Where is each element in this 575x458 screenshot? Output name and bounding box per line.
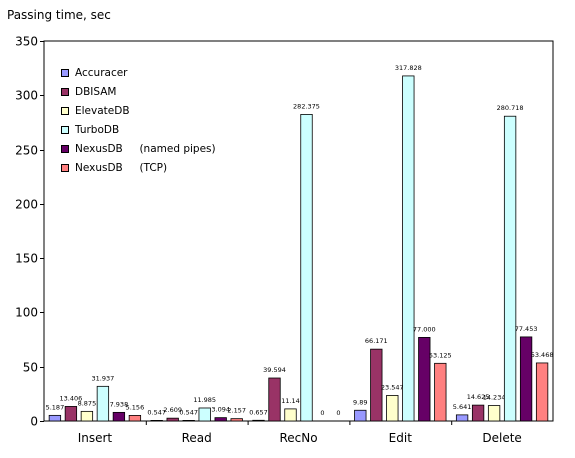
bar xyxy=(354,409,367,422)
data-label: 23.547 xyxy=(381,383,404,391)
data-label: 13.406 xyxy=(60,394,83,402)
data-label: 66.171 xyxy=(365,337,388,345)
y-tick-label: 250 xyxy=(15,144,38,158)
y-axis-title: Passing time, sec xyxy=(7,8,111,22)
bar xyxy=(48,414,62,422)
bar xyxy=(418,336,431,422)
bar xyxy=(434,362,447,422)
y-tick-label: 300 xyxy=(15,89,38,103)
bar xyxy=(268,377,281,422)
bar xyxy=(519,336,533,422)
data-label: 5.641 xyxy=(453,403,472,411)
data-label: 0.547 xyxy=(147,408,166,416)
legend-item: Accuracer xyxy=(61,63,216,82)
x-tick-label: Read xyxy=(182,431,212,445)
legend-item: DBISAM xyxy=(61,82,216,101)
legend-item: NexusDB (TCP) xyxy=(61,158,216,177)
data-label: 14.625 xyxy=(467,393,490,401)
data-label: 3.094 xyxy=(211,406,230,414)
y-tick-label: 50 xyxy=(23,361,38,375)
data-label: 0.657 xyxy=(249,408,268,416)
y-tick-label: 0 xyxy=(30,415,38,429)
x-tick-label: Insert xyxy=(78,431,113,445)
data-label: 31.937 xyxy=(92,374,115,382)
bar xyxy=(230,418,243,422)
data-label: 2.157 xyxy=(227,407,246,415)
bar xyxy=(402,75,415,422)
data-label: 14.234 xyxy=(483,394,506,402)
bar xyxy=(96,385,110,422)
data-label: 11.985 xyxy=(193,396,216,404)
bar xyxy=(80,410,94,422)
y-tick-label: 100 xyxy=(15,306,38,320)
data-label: 9.89 xyxy=(353,398,367,406)
bar xyxy=(471,404,485,422)
bar xyxy=(166,417,179,422)
bar xyxy=(182,420,195,422)
legend-label: NexusDB (named pipes) xyxy=(75,142,216,155)
data-label: 2.609 xyxy=(163,406,182,414)
bar xyxy=(370,348,383,422)
legend-label: DBISAM xyxy=(75,85,117,98)
bar xyxy=(214,417,227,422)
bar xyxy=(535,362,549,422)
data-label: 7.938 xyxy=(110,400,129,408)
data-label: 53.468 xyxy=(531,351,554,359)
data-label: 0 xyxy=(320,409,324,417)
legend-swatch xyxy=(61,68,69,77)
data-label: 11.14 xyxy=(281,397,300,405)
data-label: 77.453 xyxy=(515,325,538,333)
legend-label: TurboDB xyxy=(75,123,120,136)
data-label: 5.187 xyxy=(46,403,65,411)
data-label: 280.718 xyxy=(497,104,524,112)
bar xyxy=(64,406,78,422)
bar xyxy=(455,414,469,422)
bar xyxy=(150,420,163,422)
x-tick-label: Edit xyxy=(389,431,413,445)
bar xyxy=(252,419,265,422)
data-label: 39.594 xyxy=(263,366,286,374)
bar xyxy=(284,408,297,422)
legend-item: NexusDB (named pipes) xyxy=(61,139,216,158)
plot-area xyxy=(43,40,554,422)
y-tick-label: 200 xyxy=(15,198,38,212)
legend-item: ElevateDB xyxy=(61,101,216,120)
x-tick-label: Delete xyxy=(482,431,521,445)
data-label: 0 xyxy=(336,409,340,417)
legend-swatch xyxy=(61,87,69,96)
legend-swatch xyxy=(61,106,69,115)
legend-swatch xyxy=(61,144,69,153)
data-label: 282.375 xyxy=(293,102,320,110)
bar xyxy=(112,411,126,422)
bar xyxy=(128,415,142,422)
data-label: 0.547 xyxy=(179,408,198,416)
bar xyxy=(487,405,501,422)
bar xyxy=(300,114,313,422)
legend: Accuracer DBISAM ElevateDB TurboDB NexusDB (… xyxy=(61,63,216,177)
bar xyxy=(198,407,211,422)
legend-swatch xyxy=(61,125,69,134)
legend-label: ElevateDB xyxy=(75,104,130,117)
bar xyxy=(386,395,399,422)
y-tick-label: 150 xyxy=(15,252,38,266)
x-tick-label: RecNo xyxy=(279,431,317,445)
data-label: 5.156 xyxy=(126,403,145,411)
data-label: 77.000 xyxy=(413,325,436,333)
legend-item: TurboDB xyxy=(61,120,216,139)
legend-swatch xyxy=(61,163,69,172)
data-label: 53.125 xyxy=(429,351,452,359)
legend-label: Accuracer xyxy=(75,66,128,79)
data-label: 8.875 xyxy=(78,399,97,407)
data-label: 317.828 xyxy=(395,64,422,72)
y-tick-label: 350 xyxy=(15,35,38,49)
bar xyxy=(503,115,517,422)
legend-label: NexusDB (TCP) xyxy=(75,161,168,174)
